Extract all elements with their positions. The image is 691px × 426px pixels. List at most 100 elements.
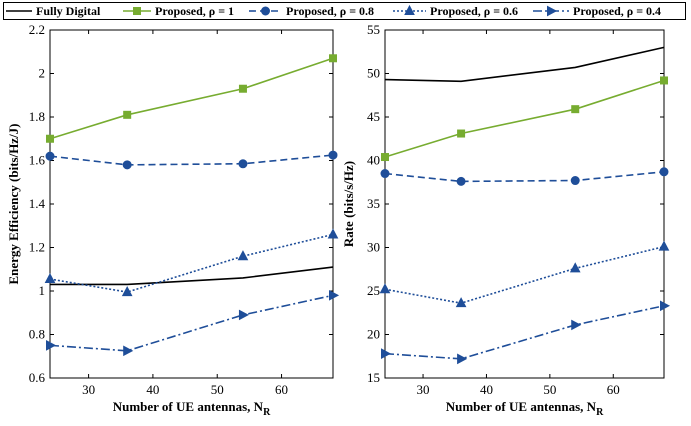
data-point: [379, 283, 391, 294]
series-line: [50, 266, 334, 286]
x-axis-label: Number of UE antennas, NR: [446, 399, 604, 418]
series-1: [50, 266, 334, 286]
x-tick-label: 30: [417, 382, 430, 397]
legend-swatch-marker: [547, 5, 558, 17]
data-point: [44, 272, 56, 284]
y-axis-label: Energy Efficiency (bits/Hz/J): [6, 123, 21, 284]
data-point: [660, 76, 668, 85]
series-line: [49, 57, 334, 140]
y-tick-label: 2.2: [29, 22, 45, 37]
series-5: [381, 300, 671, 365]
legend-label: Proposed, ρ = 0.4: [573, 4, 661, 18]
data-point: [457, 129, 466, 138]
y-tick-label: 0.6: [29, 370, 46, 385]
data-point: [46, 340, 57, 351]
data-point: [45, 151, 55, 161]
y-tick-label: 1.2: [29, 240, 45, 255]
y-tick-label: 2: [39, 66, 46, 81]
data-point: [571, 319, 582, 331]
y-tick-label: 45: [367, 109, 380, 124]
y-tick-label: 20: [367, 327, 380, 342]
x-tick-label: 60: [607, 382, 620, 397]
data-point: [457, 353, 468, 365]
y-tick-label: 0.8: [29, 327, 45, 342]
legend-label: Proposed, ρ = 0.6: [430, 4, 518, 18]
plot-area-frame: [384, 29, 665, 379]
legend-box: [3, 2, 686, 20]
data-point: [660, 300, 671, 312]
series-line: [49, 294, 334, 352]
series-3: [380, 167, 669, 186]
y-tick-label: 1.8: [29, 109, 45, 124]
y-tick-label: 35: [367, 196, 380, 211]
y-tick-label: 40: [367, 153, 380, 168]
data-point: [455, 297, 467, 308]
series-line: [49, 154, 334, 166]
y-tick-label: 1.6: [29, 153, 46, 168]
x-tick-label: 40: [146, 382, 159, 397]
chart-panel-1: 30 40 50 60 0.6 0.8 1 1.2 1.4 1.6 1.8 2 2.2 Number of…: [6, 22, 340, 418]
series-line: [384, 305, 665, 360]
data-point: [569, 262, 581, 273]
series-3: [45, 150, 338, 170]
data-point: [659, 167, 669, 177]
y-tick-label: 50: [367, 66, 380, 81]
x-tick-label: 50: [211, 382, 224, 397]
series-1: [384, 46, 665, 83]
data-point: [380, 169, 390, 179]
x-tick-label: 50: [543, 382, 556, 397]
y-tick-label: 30: [367, 240, 380, 255]
data-point: [381, 348, 392, 359]
data-point: [381, 153, 389, 162]
series-line: [384, 46, 665, 83]
legend-swatch-marker: [404, 4, 415, 15]
x-tick-label: 40: [480, 382, 493, 397]
data-point: [237, 250, 249, 261]
data-point: [456, 176, 466, 186]
series-2: [381, 76, 668, 162]
legend: Fully Digital Proposed, ρ = 1 Proposed, ρ …: [6, 4, 661, 18]
y-tick-label: 1.4: [29, 196, 46, 211]
legend-entry-4: Proposed, ρ = 0.6: [393, 4, 518, 18]
x-tick-label: 30: [82, 382, 95, 397]
y-tick-label: 15: [367, 370, 380, 385]
data-point: [123, 110, 132, 119]
plot-area-frame: [49, 29, 334, 379]
series-2: [46, 54, 337, 143]
series-5: [46, 290, 340, 357]
legend-label: Proposed, ρ = 1: [155, 4, 234, 18]
data-point: [570, 176, 580, 186]
series-line: [384, 245, 665, 305]
series-4: [44, 228, 339, 297]
legend-label: Fully Digital: [36, 4, 101, 18]
data-point: [238, 159, 248, 169]
legend-entry-1: Fully Digital: [6, 4, 101, 18]
data-point: [121, 286, 133, 297]
data-point: [238, 84, 247, 93]
data-point: [571, 105, 580, 114]
data-point: [238, 309, 250, 321]
y-axis-label: Rate (bits/s/Hz): [341, 161, 356, 247]
chart-panel-2: 30 40 50 60 15 20 25 30 35 40 45 50 55 Number of UE a…: [341, 22, 671, 418]
series-line: [384, 171, 665, 183]
legend-entry-3: Proposed, ρ = 0.8: [249, 4, 374, 18]
legend-swatch-marker: [261, 6, 270, 16]
series-4: [379, 240, 670, 308]
data-point: [329, 290, 340, 301]
series-line: [384, 79, 665, 158]
data-point: [329, 54, 337, 63]
data-point: [328, 150, 338, 160]
legend-label: Proposed, ρ = 0.8: [286, 4, 374, 18]
data-point: [46, 134, 54, 143]
data-point: [658, 240, 670, 251]
legend-entry-2: Proposed, ρ = 1: [123, 4, 234, 18]
data-point: [122, 160, 132, 170]
y-tick-label: 55: [367, 22, 380, 37]
x-axis-label: Number of UE antennas, NR: [113, 399, 271, 418]
x-tick-label: 60: [275, 382, 288, 397]
y-tick-label: 1: [39, 283, 46, 298]
data-point: [327, 228, 339, 239]
data-point: [123, 345, 134, 357]
y-tick-label: 25: [367, 283, 380, 298]
